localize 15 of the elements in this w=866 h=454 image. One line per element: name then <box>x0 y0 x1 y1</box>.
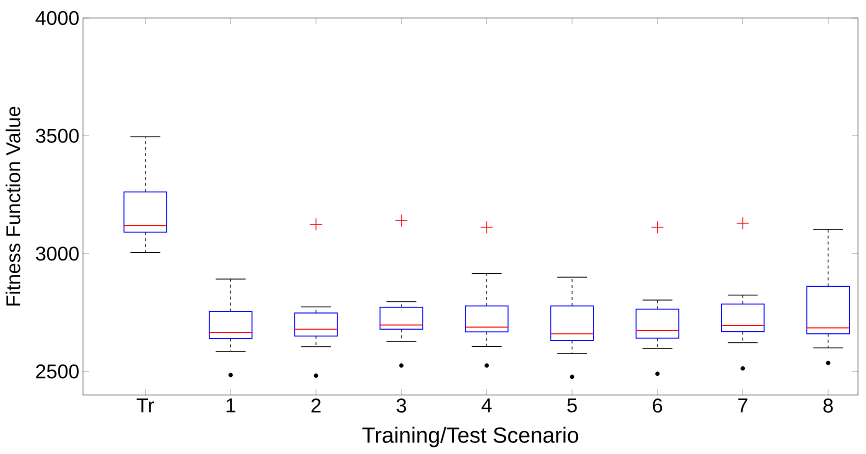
y-tick-label: 3000 <box>36 246 79 261</box>
x-tick-label: 4 <box>482 398 492 412</box>
x-axis-title: Training/Test Scenario <box>362 426 578 448</box>
y-tick-label: 2500 <box>36 364 79 378</box>
y-tick-label: 4000 <box>36 10 79 26</box>
x-tick-label: Tr <box>136 398 154 412</box>
x-tick-label: 7 <box>738 398 748 412</box>
x-tick-label: 2 <box>311 398 321 412</box>
y-axis-title: Fitness Function Value <box>6 106 20 306</box>
x-tick-label: 1 <box>226 398 236 412</box>
x-tick-label: 8 <box>823 398 833 413</box>
x-tick-label: 3 <box>396 398 406 413</box>
y-tick-label: 3500 <box>36 128 79 143</box>
x-tick-label: 6 <box>652 398 662 413</box>
x-tick-label: 5 <box>567 398 577 412</box>
